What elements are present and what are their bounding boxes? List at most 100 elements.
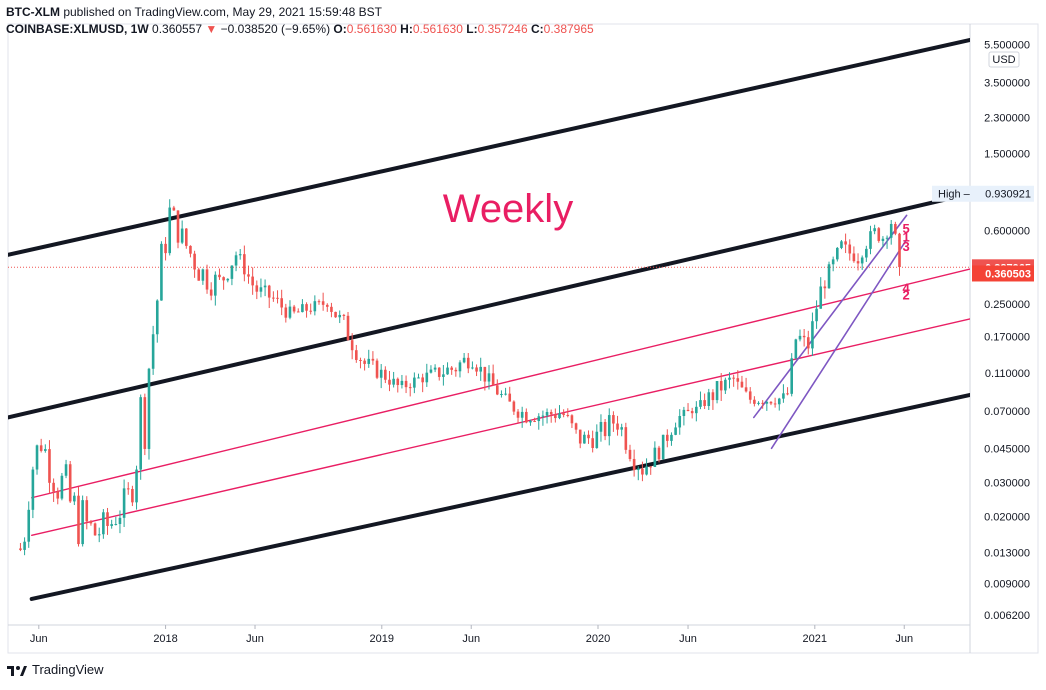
candle-body xyxy=(748,391,752,400)
candle xyxy=(19,542,22,552)
candle xyxy=(392,371,395,388)
candle-body xyxy=(769,401,773,404)
candle xyxy=(155,299,159,343)
candle xyxy=(827,261,831,289)
candle xyxy=(288,300,292,320)
candle xyxy=(44,444,47,453)
candle-body xyxy=(164,243,167,254)
candle-body xyxy=(230,265,234,279)
candle-body xyxy=(574,423,578,430)
candle-body xyxy=(570,415,574,424)
candle xyxy=(350,333,354,360)
candle-body xyxy=(512,401,516,412)
candle xyxy=(500,390,503,398)
candle-body xyxy=(68,464,72,502)
candle-body xyxy=(641,468,644,475)
candle xyxy=(305,302,308,318)
candle xyxy=(218,268,221,280)
candle xyxy=(384,366,387,384)
candle-body xyxy=(898,233,901,268)
candle xyxy=(603,418,607,441)
close-label: C: xyxy=(530,22,544,36)
y-tick-label: 0.009000 xyxy=(984,579,1030,591)
y-tick-label: 2.300000 xyxy=(984,113,1030,125)
tradingview-logo-icon[interactable] xyxy=(6,663,28,677)
candle xyxy=(301,299,304,313)
symbol-label[interactable]: COINBASE:XLMUSD, 1W xyxy=(6,22,149,36)
candle xyxy=(487,365,491,390)
candle xyxy=(570,414,574,428)
x-tick-label: 2020 xyxy=(586,633,610,645)
low-value: 0.357246 xyxy=(477,22,528,36)
candle-body xyxy=(367,358,371,364)
candle xyxy=(110,519,113,529)
candle-body xyxy=(599,421,603,432)
candle xyxy=(226,278,230,283)
candle-body xyxy=(744,387,748,392)
candle xyxy=(520,406,524,428)
price-tag-box xyxy=(972,265,1034,282)
candle xyxy=(840,240,843,250)
candle xyxy=(508,386,512,402)
candle xyxy=(769,401,773,406)
candle xyxy=(234,251,238,272)
last-price: 0.360557 xyxy=(152,22,203,36)
candle xyxy=(695,401,698,422)
candle xyxy=(483,366,487,391)
candle xyxy=(645,458,648,476)
candle-body xyxy=(607,415,611,437)
candle xyxy=(757,401,760,406)
candle xyxy=(682,406,686,426)
candle xyxy=(363,358,366,371)
candle xyxy=(400,374,404,389)
candle xyxy=(126,482,130,495)
candle-body xyxy=(889,223,893,238)
candle xyxy=(836,246,839,262)
candle-body xyxy=(794,339,798,359)
candle xyxy=(417,373,420,379)
candle xyxy=(321,292,325,311)
candle-body xyxy=(346,315,350,341)
candle-body xyxy=(719,381,723,391)
candle-body xyxy=(558,413,561,419)
candle xyxy=(31,466,35,519)
high-value: 0.561630 xyxy=(412,22,463,36)
candle xyxy=(267,284,271,309)
candle xyxy=(815,300,818,329)
candle-body xyxy=(732,377,735,379)
x-tick-label: Jun xyxy=(895,633,913,645)
candle-body xyxy=(653,447,657,467)
candle-body xyxy=(330,306,333,312)
candle-body xyxy=(126,488,130,490)
candle xyxy=(143,393,147,456)
candle xyxy=(292,304,296,314)
candle xyxy=(653,441,657,468)
candle-body xyxy=(288,306,292,318)
candle-body xyxy=(831,259,835,265)
candle-body xyxy=(462,357,466,363)
publisher-name[interactable]: BTC-XLM xyxy=(6,5,60,19)
candle xyxy=(454,367,458,377)
candle xyxy=(881,236,885,248)
candle-body xyxy=(483,366,487,382)
candle-body xyxy=(852,253,856,262)
candle xyxy=(678,409,682,435)
candle xyxy=(578,429,582,449)
candle xyxy=(491,364,495,386)
candle-body xyxy=(234,255,238,266)
candle xyxy=(342,313,346,321)
candle-body xyxy=(475,367,478,372)
candle-body xyxy=(155,300,159,335)
wave-label: 2 xyxy=(903,288,910,303)
candle xyxy=(259,278,263,298)
candle-body xyxy=(860,257,864,264)
tradingview-brand[interactable]: TradingView xyxy=(32,662,104,677)
candle xyxy=(39,438,43,453)
candle xyxy=(396,377,400,393)
candle-body xyxy=(197,269,201,281)
candle xyxy=(562,409,565,418)
candle xyxy=(554,408,557,423)
candle-body xyxy=(85,500,89,522)
candle xyxy=(185,228,188,249)
